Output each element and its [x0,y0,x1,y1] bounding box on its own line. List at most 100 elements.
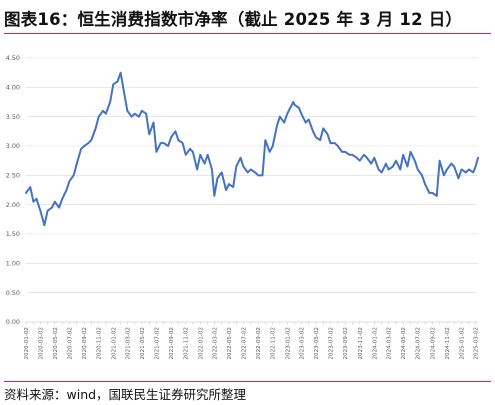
data-point [207,154,209,156]
data-point [392,166,394,168]
data-point [66,189,68,191]
x-tick-label: 2022-05-02 [227,327,233,360]
data-point [410,151,412,153]
data-point [25,192,27,194]
data-point [450,163,452,165]
data-point [250,168,252,170]
data-point [436,195,438,197]
title-divider [4,33,491,34]
data-point [359,160,361,162]
x-tick-label: 2024-07-02 [416,327,422,360]
data-point [261,174,263,176]
data-point [102,110,104,112]
x-tick-label: 2021-07-02 [154,327,160,360]
data-point [363,154,365,156]
data-point [235,166,237,168]
data-point [51,207,53,209]
x-tick-label: 2024-03-02 [387,327,393,360]
x-tick-label: 2024-09-02 [430,327,436,360]
x-tick-label: 2025-03-02 [474,327,480,360]
data-point [356,157,358,159]
data-point [366,157,368,159]
data-point [189,148,191,150]
data-point [461,168,463,170]
data-point [406,166,408,168]
data-point [329,142,331,144]
data-point [381,171,383,173]
data-point [145,113,147,115]
data-point [109,101,111,103]
data-point [39,210,41,212]
data-point [153,122,155,124]
data-point [240,157,242,159]
y-tick-label: 0.00 [6,318,20,326]
data-point [421,174,423,176]
x-tick-label: 2021-05-02 [140,327,146,360]
data-point [204,163,206,165]
data-point [163,142,165,144]
x-tick-label: 2023-05-02 [314,327,320,360]
pb-ratio-series-line [25,71,479,227]
data-point [298,107,300,109]
data-point [341,151,343,153]
data-point [32,201,34,203]
data-point [80,148,82,150]
data-point [196,168,198,170]
gridlines [26,57,478,323]
data-point [213,195,215,197]
x-tick-label: 2024-11-02 [445,327,451,360]
y-tick-label: 3.50 [6,113,20,121]
data-point [120,72,122,74]
data-point [160,142,162,144]
data-point [417,168,419,170]
x-tick-label: 2022-09-02 [256,327,262,360]
data-point [334,142,336,144]
x-tick-label: 2025-01-02 [460,327,466,360]
x-tick-label: 2022-07-02 [241,327,247,360]
data-point [279,116,281,118]
data-point [402,154,404,156]
data-point [457,177,459,179]
source-divider [4,381,491,382]
x-tick-label: 2023-03-02 [299,327,305,360]
data-point [216,177,218,179]
data-point [98,116,100,118]
data-point [337,145,339,147]
data-point [87,142,89,144]
data-point [54,201,56,203]
data-point [123,92,125,94]
x-tick-label: 2022-01-02 [198,327,204,360]
data-point [283,122,285,124]
x-tick-label: 2021-03-02 [125,327,131,360]
x-tick-label: 2021-01-02 [111,327,117,360]
y-axis-ticks: 0.00 0.50 1.00 1.50 2.00 2.50 3.00 3.50 4.00 4.50 [6,54,20,326]
data-point [134,113,136,115]
data-point [112,83,114,85]
data-point [138,116,140,118]
data-point [312,130,314,132]
data-point [141,110,143,112]
data-point [269,151,271,153]
data-point [319,139,321,141]
x-tick-label: 2020-03-02 [38,327,44,360]
y-tick-label: 3.00 [6,142,20,150]
pb-ratio-line-chart: 0.00 0.50 1.00 1.50 2.00 2.50 3.00 3.50 4.00 4.50… [6,54,480,360]
data-point [211,168,213,170]
data-point [90,139,92,141]
data-point [292,101,294,103]
data-point [247,171,249,173]
data-point [428,192,430,194]
data-point [228,183,230,185]
x-tick-label: 2020-01-02 [24,327,30,360]
data-point [76,163,78,165]
data-point [185,154,187,156]
data-point [322,127,324,129]
data-point [475,166,477,168]
data-point [43,224,45,226]
x-tick-label: 2021-09-02 [169,327,175,360]
data-point [148,133,150,135]
data-point [294,104,296,106]
data-point [257,174,259,176]
data-point [73,174,75,176]
data-point [174,130,176,132]
